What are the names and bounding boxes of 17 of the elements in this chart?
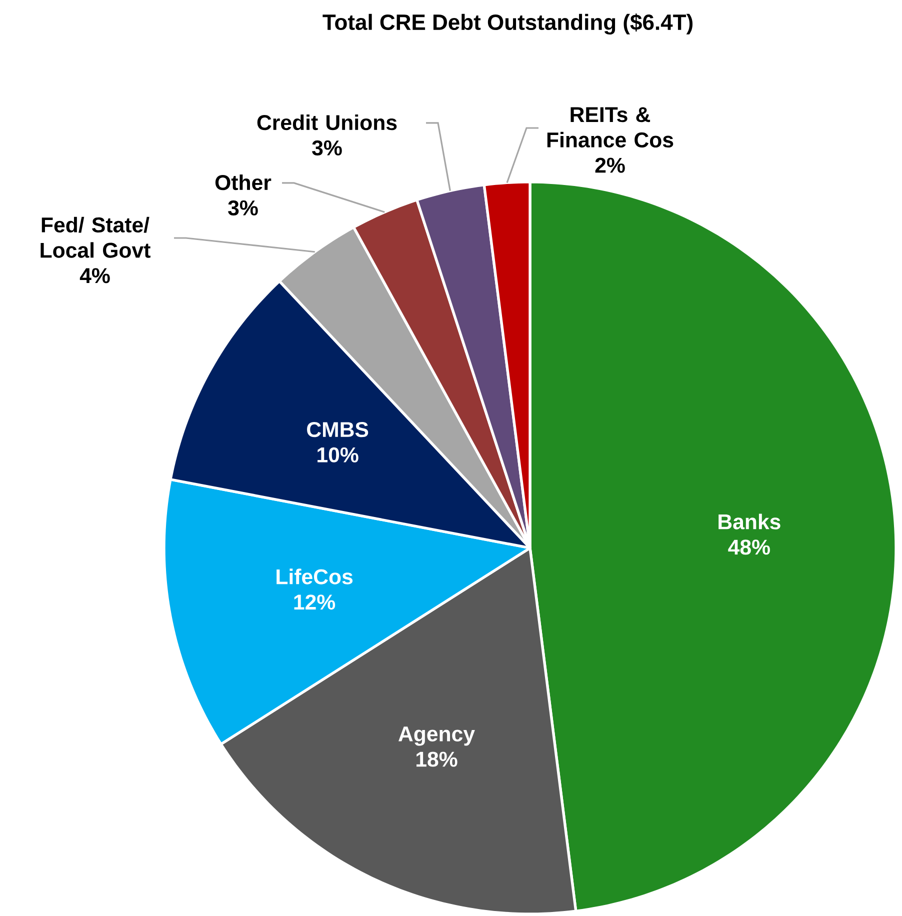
slice-label: Credit Unions xyxy=(257,114,397,130)
slice-label: REITs & Finance Cos xyxy=(547,107,674,148)
slice-label: Other xyxy=(215,174,272,190)
data-label: 12% xyxy=(294,594,336,610)
data-label: 48% xyxy=(728,540,770,555)
data-label: 3% xyxy=(228,200,258,216)
data-label: 3% xyxy=(312,140,342,156)
data-label: 10% xyxy=(318,447,358,462)
data-label: 2% xyxy=(595,158,625,173)
slice-label: LifeCos xyxy=(276,568,353,584)
chart-title: Total CRE Debt Outstanding ($6.4T) xyxy=(322,13,692,34)
data-label: 4% xyxy=(80,268,110,284)
slice-label: Banks xyxy=(718,514,780,530)
data-label: 18% xyxy=(416,752,458,767)
slice-label: Agency xyxy=(398,726,475,746)
slice-label: Fed/ State/ Local Govt xyxy=(40,216,150,258)
slice-label: CMBS xyxy=(307,422,368,438)
